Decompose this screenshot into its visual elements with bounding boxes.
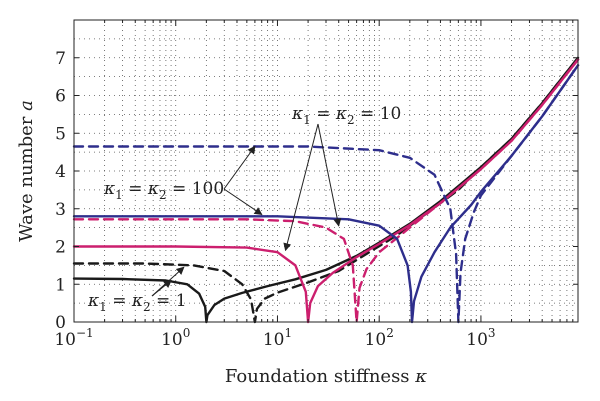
series-line-black-solid: [72, 56, 580, 324]
x-axis-label: Foundation stiffness κ: [225, 366, 427, 387]
annot-k100-arrow: [223, 188, 263, 215]
y-tick-label: 7: [55, 49, 66, 69]
annot-k100: κ1 = κ2 = 100: [103, 145, 263, 215]
series-group: [72, 56, 580, 324]
grid: [73, 20, 579, 322]
y-tick-label: 0: [55, 313, 66, 333]
y-tick-label: 2: [55, 238, 66, 258]
y-tick-label: 3: [55, 200, 66, 220]
series-line-magenta-dashed: [72, 58, 580, 324]
annot-k1-label: κ1 = κ2 = 1: [87, 291, 187, 314]
x-tick-label: 102: [365, 326, 394, 350]
annot-k10-arrow: [283, 123, 319, 252]
ticks: 0 1 2 3 4 5 6 7 10−1 100 101 102 103: [54, 20, 579, 350]
annot-k1-arrow: [151, 279, 172, 297]
annot-k10-label: κ1 = κ2 = 10: [291, 104, 401, 127]
series-line-magenta-solid: [72, 58, 580, 324]
y-axis-label: Wave number a: [16, 100, 37, 242]
y-tick-label: 1: [55, 275, 66, 295]
annot-k10-arrow: [317, 123, 342, 227]
annot-k10: κ1 = κ2 = 10: [283, 104, 401, 252]
y-tick-label: 5: [55, 124, 66, 144]
x-tick-label: 100: [161, 326, 190, 350]
y-tick-label: 4: [55, 162, 66, 182]
annot-k100-arrow: [223, 145, 256, 190]
x-tick-label: 101: [263, 326, 292, 350]
x-tick-label: 10−1: [54, 326, 93, 350]
x-tick-label: 103: [466, 326, 495, 350]
annot-k100-label: κ1 = κ2 = 100: [103, 179, 224, 202]
y-tick-label: 6: [55, 87, 66, 107]
annot-k1: κ1 = κ2 = 1: [87, 266, 187, 314]
annotations: κ1 = κ2 = 10 κ1 = κ2 = 100 κ1 = κ2 = 1: [87, 104, 401, 314]
series-line-navy-solid: [72, 64, 580, 324]
